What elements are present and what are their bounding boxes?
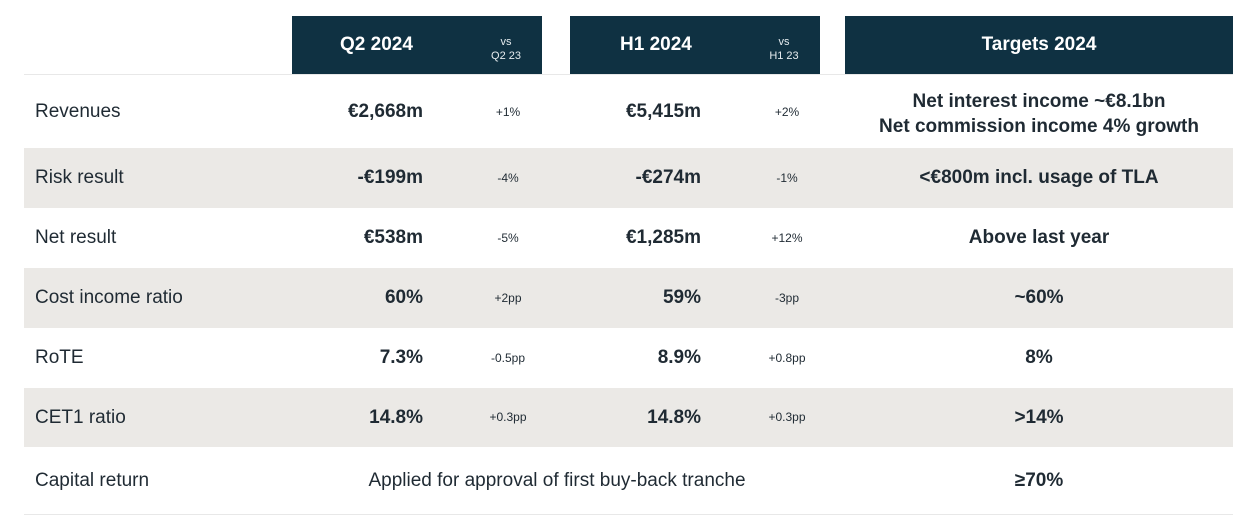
- table-row-cost-income-ratio: Cost income ratio 60% +2pp 59% -3pp ~60%: [24, 268, 1233, 328]
- h1-value: -€274m: [635, 167, 702, 188]
- q2-change: +1%: [495, 105, 521, 119]
- q2-value: €538m: [363, 227, 423, 248]
- q2-change: -4%: [497, 171, 519, 185]
- q2-value: 60%: [384, 287, 423, 308]
- target-value: 8%: [1025, 347, 1053, 368]
- header-q2-2024: Q2 2024 vs Q2 23: [292, 16, 542, 74]
- q2-change: -5%: [497, 231, 519, 245]
- header-q2-vs-line2: Q2 23: [491, 50, 521, 62]
- header-q2-vs: vs Q2 23: [478, 35, 534, 63]
- row-label: Revenues: [35, 101, 121, 122]
- row-label: Risk result: [35, 167, 124, 188]
- target-value: ≥70%: [1014, 470, 1064, 491]
- header-q2-vs-line1: vs: [500, 36, 512, 48]
- q2-change: -0.5pp: [490, 351, 526, 365]
- table-row-revenues: Revenues €2,668m +1% €5,415m +2% Net int…: [24, 76, 1233, 148]
- row-label: Cost income ratio: [35, 287, 183, 308]
- row-label: Capital return: [35, 470, 150, 491]
- h1-value: 59%: [662, 287, 701, 308]
- header-h1-vs-line1: vs: [778, 36, 790, 48]
- q2-value: 14.8%: [369, 407, 423, 428]
- q2-value: €2,668m: [347, 101, 423, 122]
- target-value: ~60%: [1014, 287, 1064, 308]
- h1-value: 14.8%: [647, 407, 701, 428]
- table-row-rote: RoTE 7.3% -0.5pp 8.9% +0.8pp 8%: [24, 328, 1233, 388]
- header-targets-2024: Targets 2024: [845, 16, 1233, 74]
- target-value: >14%: [1014, 407, 1064, 428]
- h1-value: 8.9%: [657, 347, 701, 368]
- h1-change: +12%: [771, 231, 803, 245]
- header-h1-vs: vs H1 23: [756, 35, 812, 63]
- h1-value: €5,415m: [625, 101, 701, 122]
- table-bottom-divider: [24, 514, 1233, 515]
- header-targets-title: Targets 2024: [981, 34, 1097, 55]
- row-label: Net result: [35, 227, 117, 248]
- header-h1-title: H1 2024: [620, 34, 692, 55]
- table-row-net-result: Net result €538m -5% €1,285m +12% Above …: [24, 208, 1233, 268]
- q2-change: +0.3pp: [489, 410, 527, 424]
- table-row-cet1-ratio: CET1 ratio 14.8% +0.3pp 14.8% +0.3pp >14…: [24, 388, 1233, 447]
- header-h1-vs-line2: H1 23: [769, 50, 799, 62]
- target-line-2: Net commission income 4% growth: [879, 116, 1199, 137]
- q2-value: 7.3%: [379, 347, 423, 368]
- header-q2-title: Q2 2024: [340, 34, 413, 55]
- h1-change: +0.3pp: [768, 410, 806, 424]
- header-divider: [24, 74, 1233, 75]
- h1-change: +0.8pp: [768, 351, 806, 365]
- q2-value: -€199m: [357, 167, 424, 188]
- row-label: CET1 ratio: [35, 407, 126, 428]
- target-value: Net interest income ~€8.1bn Net commissi…: [845, 89, 1233, 139]
- row-label: RoTE: [35, 347, 84, 368]
- table-row-risk-result: Risk result -€199m -4% -€274m -1% <€800m…: [24, 148, 1233, 208]
- h1-change: -3pp: [774, 291, 800, 305]
- target-value: Above last year: [968, 227, 1110, 248]
- target-value: <€800m incl. usage of TLA: [919, 167, 1159, 188]
- h1-change: +2%: [774, 105, 800, 119]
- h1-change: -1%: [776, 171, 798, 185]
- table-row-capital-return: Capital return Applied for approval of f…: [24, 447, 1233, 514]
- header-h1-2024: H1 2024 vs H1 23: [570, 16, 820, 74]
- h1-value: €1,285m: [625, 227, 701, 248]
- target-line-1: Net interest income ~€8.1bn: [912, 91, 1166, 112]
- capital-return-note: Applied for approval of first buy-back t…: [368, 470, 746, 491]
- q2-change: +2pp: [494, 291, 522, 305]
